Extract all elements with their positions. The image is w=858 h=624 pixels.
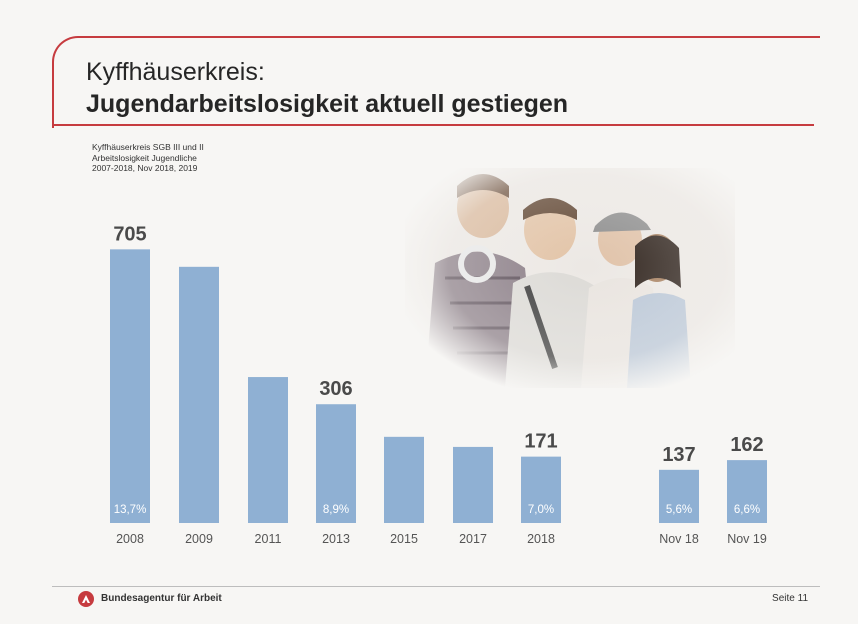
subtitle-line-2: Arbeitslosigkeit Jugendliche xyxy=(92,152,197,163)
bar-2008 xyxy=(110,249,150,523)
x-tick-label: 2008 xyxy=(116,532,144,546)
x-tick-label: 2018 xyxy=(527,532,555,546)
rate-label: 13,7% xyxy=(114,504,147,516)
value-label: 137 xyxy=(662,444,695,466)
subtitle-line-3: 2007-2018, Nov 2018, 2019 xyxy=(92,163,198,173)
x-tick-label: 2013 xyxy=(322,532,350,546)
bar-nov-18 xyxy=(659,469,699,523)
rate-label: 5,6% xyxy=(666,504,692,516)
footer-divider xyxy=(52,586,820,587)
bar-nov-19 xyxy=(727,460,767,523)
x-tick-label: Nov 19 xyxy=(727,532,767,546)
value-label: 306 xyxy=(319,378,352,400)
rate-label: 7,0% xyxy=(528,504,554,516)
x-tick-label: 2009 xyxy=(185,532,213,546)
value-label: 705 xyxy=(113,223,146,245)
brand-name: Bundesagentur für Arbeit xyxy=(101,593,222,604)
page-title: Kyffhäuserkreis: xyxy=(86,58,265,86)
x-tick-label: 2015 xyxy=(390,532,418,546)
rate-label: 6,6% xyxy=(734,504,760,516)
x-tick-label: 2011 xyxy=(255,532,282,546)
bar-2009 xyxy=(179,266,219,523)
students-photo xyxy=(405,168,735,388)
value-label: 162 xyxy=(730,434,763,456)
rate-label: 8,9% xyxy=(323,504,349,516)
page-headline: Jugendarbeitslosigkeit aktuell gestiegen xyxy=(86,90,569,118)
labels-layer: 705 13,7% 2008 2009 2011 306 8,9% 2013 2015 2017 1… xyxy=(113,223,767,546)
bar-2011 xyxy=(248,377,288,523)
bar-2013 xyxy=(316,404,356,523)
x-tick-label: 2017 xyxy=(459,532,487,546)
title-divider xyxy=(52,124,814,126)
bar-2017 xyxy=(453,446,493,523)
value-label: 171 xyxy=(524,431,557,453)
bar-2015 xyxy=(384,436,424,523)
bars-layer xyxy=(110,249,767,523)
x-tick-label: Nov 18 xyxy=(659,532,699,546)
title-frame xyxy=(52,36,820,128)
subtitle-line-1: Kyffhäuserkreis SGB III und II xyxy=(92,142,204,152)
bar-2018 xyxy=(521,456,561,523)
agency-logo-icon xyxy=(78,591,94,607)
page-number: Seite 11 xyxy=(772,593,808,604)
chart-subtitle: Kyffhäuserkreis SGB III und II Arbeitslo… xyxy=(92,142,204,174)
